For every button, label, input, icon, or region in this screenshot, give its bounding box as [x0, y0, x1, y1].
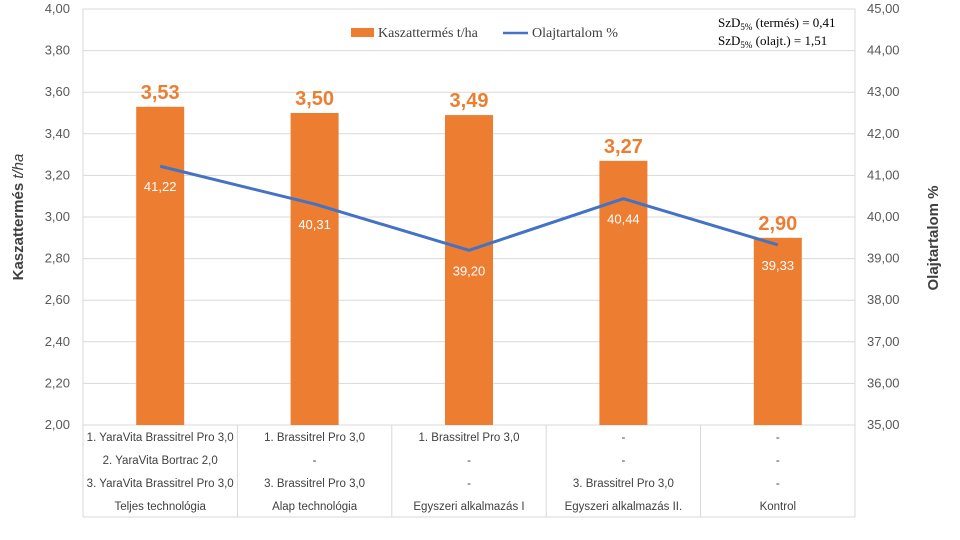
legend-bar-swatch	[351, 28, 374, 37]
bar	[290, 113, 339, 425]
category-table: 1. YaraVita Brassitrel Pro 3,0 1. Brassit…	[82, 425, 856, 518]
line-value-label: 39,20	[453, 263, 486, 278]
line-series	[159, 164, 779, 252]
treatment-cell: 3. Brassitrel Pro 3,0	[264, 478, 365, 490]
y-left-tick-label: 2,40	[45, 334, 70, 349]
category-label: Alap technológia	[272, 501, 358, 513]
line-value-label: 40,44	[607, 212, 640, 227]
treatment-cell: 2. YaraVita Bortrac 2,0	[103, 455, 218, 467]
y-left-tick-label: 3,40	[45, 126, 70, 141]
y-axis-left-ticks: 2,00 2,20 2,40 2,60 2,80 3,00 3,20 3,40 3,60 3,80…	[45, 1, 70, 432]
y-axis-left-title-main: Kaszattermés	[10, 179, 27, 281]
y-right-tick-label: 41,00	[867, 167, 900, 182]
y-right-tick-label: 43,00	[867, 84, 900, 99]
treatment-cell: -	[621, 455, 625, 467]
y-left-tick-label: 3,00	[45, 209, 70, 224]
bar-labels: 3,53 3,50 3,49 3,27 2,90	[141, 82, 798, 235]
lsd-yield-prefix: SzD	[718, 15, 740, 30]
lsd-oil-sub: 5%	[740, 40, 753, 50]
y-right-tick-label: 39,00	[867, 251, 900, 266]
legend-bar-label: Kaszattermés t/ha	[378, 26, 479, 41]
y-left-tick-label: 2,60	[45, 292, 70, 307]
y-axis-left-title-unit: t/ha	[10, 154, 27, 179]
bar-value-label: 3,49	[450, 90, 489, 112]
y-left-tick-label: 2,20	[45, 375, 70, 390]
category-label: Teljes technológia	[114, 501, 206, 513]
bar-value-label: 3,53	[141, 82, 180, 104]
line-labels: 41,22 40,31 39,20 40,44 39,33	[144, 179, 794, 278]
y-right-tick-label: 40,00	[867, 209, 900, 224]
lsd-oil-suffix: (olajt.) = 1,51	[752, 33, 827, 48]
lsd-oil-prefix: SzD	[718, 33, 740, 48]
y-axis-left-title: Kaszattermés t/ha	[10, 154, 27, 281]
treatment-cell: 3. Brassitrel Pro 3,0	[573, 478, 674, 490]
bar	[599, 160, 648, 425]
y-left-tick-label: 3,60	[45, 84, 70, 99]
y-right-tick-label: 35,00	[867, 417, 900, 432]
line-value-label: 41,22	[144, 179, 177, 194]
legend-line-label: Olajtartalom %	[532, 26, 618, 41]
lsd-yield-sub: 5%	[740, 22, 753, 32]
y-right-tick-label: 38,00	[867, 292, 900, 307]
y-left-tick-label: 3,80	[45, 43, 70, 58]
lsd-oil-text: SzD5% (olajt.) = 1,51	[718, 33, 827, 50]
y-right-tick-label: 37,00	[867, 334, 900, 349]
line-value-label: 39,33	[762, 258, 795, 273]
treatment-cell: -	[776, 478, 780, 490]
y-left-tick-label: 3,20	[45, 167, 70, 182]
treatment-cell: -	[467, 478, 471, 490]
treatment-cell: -	[313, 455, 317, 467]
treatment-cell: -	[467, 455, 471, 467]
y-left-tick-label: 2,00	[45, 417, 70, 432]
treatment-cell: 1. Brassitrel Pro 3,0	[419, 432, 520, 444]
treatment-cell: 1. YaraVita Brassitrel Pro 3,0	[87, 432, 234, 444]
y-right-tick-label: 36,00	[867, 375, 900, 390]
y-axis-right-title: Olajtartalom %	[925, 185, 942, 290]
y-right-tick-label: 42,00	[867, 126, 900, 141]
lsd-yield-suffix: (termés) = 0,41	[752, 15, 835, 30]
y-right-tick-label: 45,00	[867, 1, 900, 16]
treatment-cell: -	[776, 432, 780, 444]
lsd-annotation: SzD5% (termés) = 0,41 SzD5% (olajt.) = 1…	[718, 15, 836, 50]
category-label: Egyszeri alkalmazás I	[413, 501, 524, 513]
bar	[136, 106, 185, 425]
y-left-tick-label: 2,80	[45, 251, 70, 266]
bar-value-label: 3,50	[295, 88, 334, 110]
bar-series	[136, 106, 802, 425]
category-label: Egyszeri alkalmazás II.	[565, 501, 683, 513]
category-label: Kontrol	[760, 501, 796, 513]
y-axis-right-ticks: 35,00 36,00 37,00 38,00 39,00 40,00 41,00 42,00…	[867, 1, 900, 432]
lsd-yield-text: SzD5% (termés) = 0,41	[718, 15, 836, 32]
bar	[445, 115, 493, 425]
treatment-cell: -	[776, 455, 780, 467]
bar-value-label: 2,90	[758, 213, 797, 235]
treatment-cell: 3. YaraVita Brassitrel Pro 3,0	[87, 478, 234, 490]
treatment-cell: -	[621, 432, 625, 444]
treatment-cell: 1. Brassitrel Pro 3,0	[264, 432, 365, 444]
bar	[753, 237, 802, 425]
y-left-tick-label: 4,00	[45, 1, 70, 16]
line-value-label: 40,31	[298, 217, 331, 232]
bar-value-label: 3,27	[604, 136, 643, 158]
legend: Kaszattermés t/ha Olajtartalom %	[351, 26, 618, 41]
y-right-tick-label: 44,00	[867, 43, 900, 58]
